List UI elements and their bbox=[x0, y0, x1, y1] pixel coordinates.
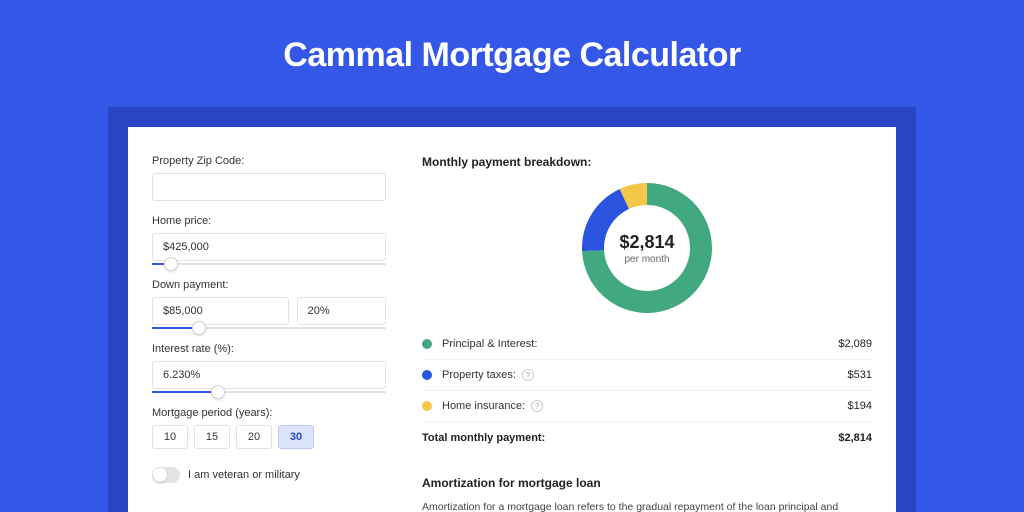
page-title: Cammal Mortgage Calculator bbox=[0, 0, 1024, 75]
zip-label: Property Zip Code: bbox=[152, 155, 386, 167]
donut-wrap: $2,814 per month bbox=[582, 183, 712, 313]
breakdown-column: Monthly payment breakdown: $2,814 per mo… bbox=[410, 127, 896, 512]
veteran-toggle[interactable] bbox=[152, 467, 180, 483]
veteran-row: I am veteran or military bbox=[152, 467, 386, 483]
donut-center: $2,814 per month bbox=[582, 183, 712, 313]
donut-center-value: $2,814 bbox=[619, 232, 674, 253]
amortization-title: Amortization for mortgage loan bbox=[422, 470, 872, 490]
legend-dot-icon bbox=[422, 339, 432, 349]
legend-label: Principal & Interest: bbox=[442, 338, 537, 350]
legend-dot-icon bbox=[422, 370, 432, 380]
legend-dot-icon bbox=[422, 401, 432, 411]
period-field-group: Mortgage period (years): 10152030 bbox=[152, 407, 386, 449]
down-payment-slider-thumb[interactable] bbox=[192, 321, 206, 335]
home-price-slider-thumb[interactable] bbox=[164, 257, 178, 271]
donut-area: $2,814 per month bbox=[422, 183, 872, 313]
interest-label: Interest rate (%): bbox=[152, 343, 386, 355]
total-row: Total monthly payment: $2,814 bbox=[422, 422, 872, 456]
zip-field-group: Property Zip Code: bbox=[152, 155, 386, 201]
legend-label: Home insurance: bbox=[442, 400, 525, 412]
info-icon[interactable]: ? bbox=[522, 369, 534, 381]
total-label: Total monthly payment: bbox=[422, 432, 545, 444]
period-option-15[interactable]: 15 bbox=[194, 425, 230, 449]
legend-row: Principal & Interest: $2,089 bbox=[422, 329, 872, 360]
breakdown-title: Monthly payment breakdown: bbox=[422, 155, 872, 169]
info-icon[interactable]: ? bbox=[531, 400, 543, 412]
down-payment-label: Down payment: bbox=[152, 279, 386, 291]
interest-slider[interactable] bbox=[152, 391, 386, 393]
period-option-30[interactable]: 30 bbox=[278, 425, 314, 449]
interest-input[interactable] bbox=[152, 361, 386, 389]
home-price-input[interactable] bbox=[152, 233, 386, 261]
interest-slider-thumb[interactable] bbox=[211, 385, 225, 399]
period-option-10[interactable]: 10 bbox=[152, 425, 188, 449]
legend-label: Property taxes: bbox=[442, 369, 516, 381]
down-payment-slider[interactable] bbox=[152, 327, 386, 329]
total-amount: $2,814 bbox=[838, 432, 872, 444]
donut-center-sub: per month bbox=[624, 254, 669, 265]
legend-row: Property taxes:? $531 bbox=[422, 360, 872, 391]
calculator-card: Property Zip Code: Home price: Down paym… bbox=[128, 127, 896, 512]
interest-slider-fill bbox=[152, 391, 218, 393]
veteran-label: I am veteran or military bbox=[188, 469, 300, 481]
home-price-slider[interactable] bbox=[152, 263, 386, 265]
period-label: Mortgage period (years): bbox=[152, 407, 386, 419]
down-payment-input[interactable] bbox=[152, 297, 289, 325]
legend-row: Home insurance:? $194 bbox=[422, 391, 872, 422]
interest-field-group: Interest rate (%): bbox=[152, 343, 386, 393]
home-price-field-group: Home price: bbox=[152, 215, 386, 265]
input-column: Property Zip Code: Home price: Down paym… bbox=[128, 127, 410, 512]
zip-input[interactable] bbox=[152, 173, 386, 201]
down-payment-pct-input[interactable] bbox=[297, 297, 386, 325]
down-payment-field-group: Down payment: bbox=[152, 279, 386, 329]
home-price-label: Home price: bbox=[152, 215, 386, 227]
legend-amount: $2,089 bbox=[838, 338, 872, 350]
legend-amount: $194 bbox=[848, 400, 872, 412]
veteran-toggle-knob bbox=[153, 468, 167, 482]
legend: Principal & Interest: $2,089 Property taxe… bbox=[422, 329, 872, 422]
period-options: 10152030 bbox=[152, 425, 386, 449]
amortization-text: Amortization for a mortgage loan refers … bbox=[422, 500, 872, 512]
period-option-20[interactable]: 20 bbox=[236, 425, 272, 449]
legend-amount: $531 bbox=[848, 369, 872, 381]
